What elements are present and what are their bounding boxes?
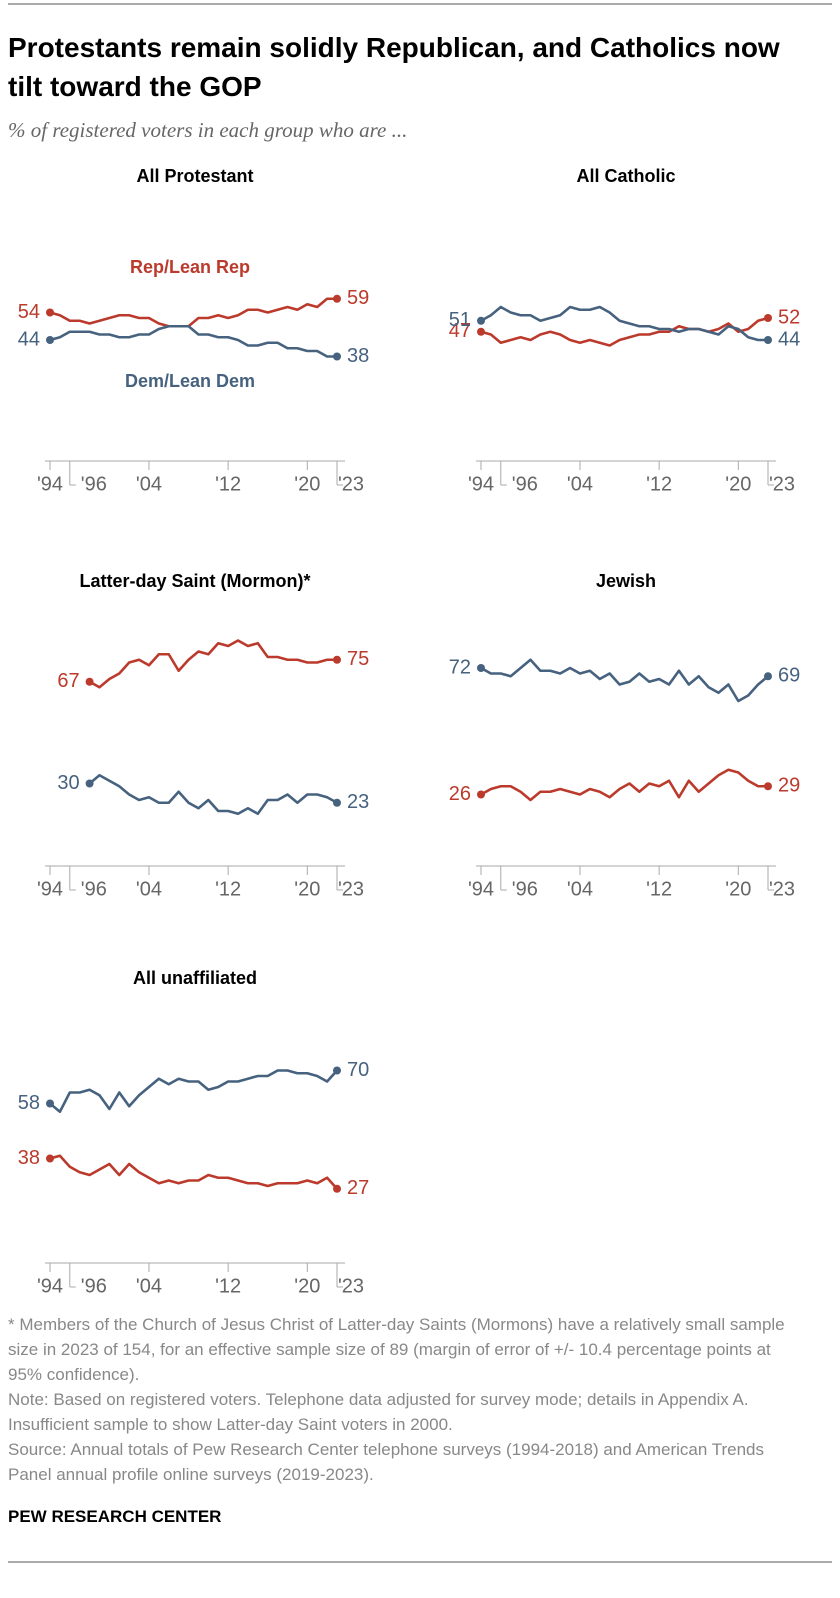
end-point (46, 308, 54, 317)
end-point (333, 655, 341, 664)
x-tick-label: '94 (37, 1275, 63, 1297)
x-tick-label: '23 (338, 878, 364, 900)
end-point (85, 677, 94, 686)
end-point (46, 336, 54, 344)
x-tick-label: '94 (37, 473, 63, 495)
title: Protestants remain solidly Republican, a… (8, 32, 780, 102)
end-point (477, 327, 485, 336)
end-point (333, 1066, 341, 1075)
x-tick-label: '96 (81, 1275, 107, 1297)
value-label: 23 (347, 791, 369, 813)
series-line (480, 316, 769, 347)
x-tick-label: '20 (725, 473, 751, 495)
chart-title: Jewish (596, 571, 656, 591)
value-label: 44 (778, 328, 800, 350)
series-line (49, 297, 337, 328)
end-point (333, 798, 341, 807)
end-point (477, 664, 485, 672)
value-label: 54 (18, 301, 40, 323)
legend-label: Dem/Lean Dem (125, 371, 255, 391)
value-label: 52 (778, 306, 800, 328)
x-tick-label: '96 (81, 473, 107, 495)
value-label: 58 (18, 1092, 40, 1114)
source: PEW RESEARCH CENTER (8, 1507, 222, 1526)
x-tick-label: '04 (136, 1275, 162, 1297)
x-tick-label: '23 (338, 473, 364, 495)
value-label: 75 (347, 648, 369, 670)
x-tick-label: '04 (136, 878, 162, 900)
value-label: 27 (347, 1177, 369, 1199)
end-point (764, 782, 772, 791)
x-tick-label: '96 (81, 878, 107, 900)
subtitle: % of registered voters in each group who… (8, 118, 408, 142)
note: * Members of the Church of Jesus Christ … (8, 1315, 785, 1384)
value-label: 30 (57, 772, 79, 794)
value-label: 38 (18, 1147, 40, 1169)
end-point (764, 336, 772, 344)
value-label: 26 (449, 783, 471, 805)
value-label: 47 (449, 320, 471, 342)
series-line (480, 768, 768, 802)
series-line (88, 639, 337, 689)
legend-label: Rep/Lean Rep (130, 257, 250, 277)
value-label: 51 (449, 309, 471, 331)
end-point (764, 672, 772, 681)
end-point (764, 314, 772, 322)
end-point (477, 316, 485, 325)
value-label: 38 (347, 345, 369, 367)
value-label: 69 (778, 665, 800, 687)
series-line (49, 324, 337, 358)
end-point (333, 1184, 341, 1193)
value-label: 29 (778, 775, 800, 797)
x-tick-label: '94 (468, 878, 494, 900)
x-tick-label: '12 (215, 878, 241, 900)
end-point (477, 790, 485, 799)
series-line (480, 658, 769, 703)
series-line (49, 1154, 338, 1190)
value-label: 67 (57, 670, 79, 692)
end-point (333, 294, 341, 303)
x-tick-label: '96 (512, 878, 538, 900)
value-label: 44 (18, 328, 40, 350)
value-label: 70 (347, 1059, 369, 1081)
chart-title: Latter-day Saint (Mormon)* (79, 571, 310, 591)
x-tick-label: '04 (567, 473, 593, 495)
chart-title: All unaffiliated (133, 968, 257, 988)
x-tick-label: '04 (567, 878, 593, 900)
x-tick-label: '20 (294, 473, 320, 495)
end-point (46, 1154, 54, 1163)
x-tick-label: '94 (468, 473, 494, 495)
end-point (333, 352, 341, 361)
chart-title: All Protestant (136, 166, 253, 186)
series-line (480, 305, 768, 342)
x-tick-label: '20 (294, 878, 320, 900)
x-tick-label: '04 (136, 473, 162, 495)
value-label: 59 (347, 287, 369, 309)
note: Source: Annual totals of Pew Research Ce… (8, 1440, 764, 1484)
note: Note: Based on registered voters. Teleph… (8, 1390, 749, 1434)
series-line (88, 773, 338, 816)
end-point (46, 1099, 54, 1108)
x-tick-label: '12 (215, 1275, 241, 1297)
x-tick-label: '12 (646, 473, 672, 495)
x-tick-label: '12 (646, 878, 672, 900)
x-tick-label: '94 (37, 878, 63, 900)
chart-title: All Catholic (576, 166, 675, 186)
series-line (49, 1069, 338, 1114)
x-tick-label: '20 (294, 1275, 320, 1297)
end-point (85, 779, 94, 788)
x-tick-label: '23 (769, 878, 795, 900)
notes: * Members of the Church of Jesus Christ … (8, 1312, 808, 1487)
value-label: 72 (449, 656, 471, 678)
x-tick-label: '96 (512, 473, 538, 495)
x-tick-label: '23 (769, 473, 795, 495)
x-tick-label: '20 (725, 878, 751, 900)
x-tick-label: '23 (338, 1275, 364, 1297)
x-tick-label: '12 (215, 473, 241, 495)
